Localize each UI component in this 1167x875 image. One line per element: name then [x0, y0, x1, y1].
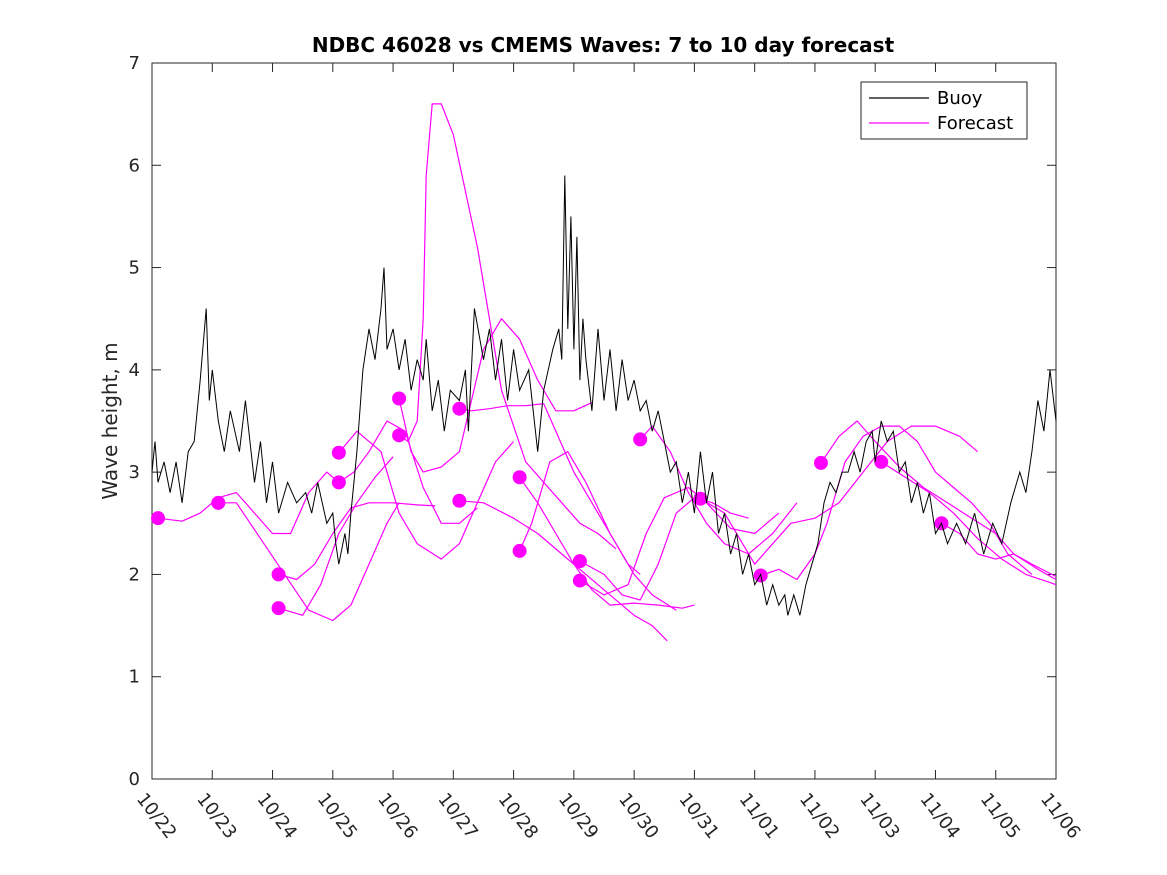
x-tick-label: 10/27: [433, 789, 481, 843]
forecast-line-6: [338, 430, 515, 560]
x-tick-label: 11/06: [1036, 789, 1084, 843]
y-tick-label: 5: [129, 258, 140, 279]
forecast-init-point-18: [813, 455, 828, 470]
forecast-init-point-6: [331, 445, 346, 460]
forecast-init-point-5: [331, 475, 346, 490]
x-tick-label: 11/01: [735, 789, 783, 843]
legend-label-forecast: Forecast: [937, 113, 1013, 134]
legend-label-buoy: Buoy: [937, 88, 983, 109]
x-tick-label: 10/26: [373, 789, 421, 843]
plot-frame: [151, 62, 1057, 780]
x-tick-label: 11/05: [976, 789, 1024, 843]
forecast-init-point-10: [452, 493, 467, 508]
forecast-line-13: [579, 497, 749, 601]
x-tick-label: 11/02: [795, 789, 843, 843]
forecast-init-point-13: [572, 554, 587, 569]
chart-title: NDBC 46028 vs CMEMS Waves: 7 to 10 day f…: [312, 33, 895, 57]
y-tick-label: 7: [129, 53, 140, 74]
y-tick-label: 1: [129, 667, 140, 688]
legend: Buoy Forecast: [860, 81, 1028, 140]
forecast-line-19: [880, 461, 1057, 586]
x-tick-label: 10/30: [614, 789, 662, 843]
legend-box: [860, 81, 1028, 140]
x-tick-label: 10/28: [494, 789, 542, 843]
forecast-init-point-4: [271, 601, 286, 616]
forecast-init-point-19: [874, 454, 889, 469]
forecast-line-2: [218, 502, 400, 622]
y-tick-label: 2: [129, 564, 140, 585]
forecast-init-point-7: [392, 391, 407, 406]
forecast-init-point-9: [452, 401, 467, 416]
x-tick-label: 10/31: [674, 789, 722, 843]
forecast-init-point-15: [633, 432, 648, 447]
forecast-init-point-14: [572, 573, 587, 588]
forecast-init-point-8: [392, 428, 407, 443]
y-axis-title: Wave height, m: [98, 342, 122, 499]
buoy-series: [151, 175, 1057, 616]
y-tick-label: 3: [129, 462, 140, 483]
x-tick-label: 10/23: [192, 789, 240, 843]
forecast-line-14: [579, 486, 780, 596]
forecast-line-16: [700, 425, 979, 565]
y-tick-label: 4: [129, 360, 140, 381]
x-tick-label: 10/24: [253, 789, 301, 843]
x-tick-label: 11/04: [916, 789, 964, 843]
forecast-line-15: [639, 425, 798, 555]
x-tick-label: 10/22: [132, 789, 180, 843]
forecast-init-point-1: [151, 511, 166, 526]
forecast-line-3: [278, 502, 436, 581]
forecast-init-point-2: [211, 495, 226, 510]
forecast-line-5: [338, 420, 478, 524]
plot-area: 0 1 2 3 4 5 6 7 10/22 10/23 10/24 10/25 10/26 10/27 10…: [129, 53, 1085, 843]
forecast-line-4: [278, 456, 394, 616]
y-tick-label: 0: [129, 769, 140, 790]
forecast-init-point-12: [512, 543, 527, 558]
forecast-line-1: [157, 471, 340, 535]
forecast-init-point-11: [512, 470, 527, 485]
y-tick-label: 6: [129, 155, 140, 176]
x-tick-label: 10/29: [554, 789, 602, 843]
x-tick-label: 10/25: [313, 789, 361, 843]
forecast-init-point-3: [271, 567, 286, 582]
forecast-line-20: [941, 522, 1057, 578]
x-tick-label: 11/03: [855, 789, 903, 843]
forecast-line-17: [760, 425, 1033, 581]
